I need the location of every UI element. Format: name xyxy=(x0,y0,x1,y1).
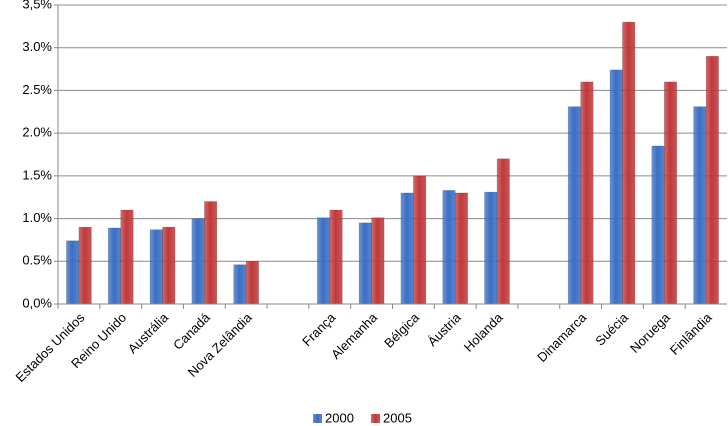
bar xyxy=(705,56,719,305)
x-tick-label: Finlândia xyxy=(667,309,715,357)
x-tick-label: Estados Unidos xyxy=(12,310,87,385)
bar xyxy=(245,261,259,305)
bar xyxy=(233,264,247,305)
legend-swatch xyxy=(371,414,380,423)
y-tick-label: 3,5% xyxy=(22,0,52,11)
y-tick-label: 2.5% xyxy=(22,82,52,97)
bar xyxy=(358,222,372,305)
legend-label: 2000 xyxy=(325,410,354,425)
y-tick-label: 0,0% xyxy=(22,295,52,310)
x-tick-label: Holanda xyxy=(461,309,506,354)
y-tick-label: 1.0% xyxy=(22,210,52,225)
bar xyxy=(371,217,385,305)
bar xyxy=(78,226,92,305)
bar xyxy=(400,192,414,305)
bar xyxy=(454,192,468,305)
x-tick-label: Suécia xyxy=(592,309,631,348)
bar xyxy=(107,227,121,305)
bar xyxy=(693,106,707,305)
bar xyxy=(317,217,331,305)
bar xyxy=(162,226,176,305)
legend-swatch xyxy=(313,414,322,423)
x-tick-label: Bélgica xyxy=(381,309,422,350)
bar xyxy=(204,201,218,305)
bar xyxy=(120,209,134,305)
bar xyxy=(66,240,80,305)
x-tick-label: Noruega xyxy=(627,309,673,355)
bar xyxy=(567,106,581,305)
bar xyxy=(651,145,665,305)
x-tick-label: Austrália xyxy=(125,309,172,356)
x-tick-label: Dinamarca xyxy=(534,309,590,365)
y-tick-label: 2.0% xyxy=(22,125,52,140)
x-tick-label: Áustria xyxy=(425,309,465,349)
bar xyxy=(484,191,498,305)
x-tick-label: Alemanha xyxy=(328,309,381,362)
bar xyxy=(580,81,594,305)
y-tick-label: 1.5% xyxy=(22,167,52,182)
bar xyxy=(191,218,205,305)
bar xyxy=(442,190,456,305)
bar xyxy=(609,69,623,305)
bar xyxy=(664,81,678,305)
x-tick-label: França xyxy=(299,309,339,349)
y-tick-label: 3.0% xyxy=(22,39,52,54)
legend-label: 2005 xyxy=(383,410,412,425)
y-tick-label: 0.5% xyxy=(22,253,52,268)
bar xyxy=(413,175,427,305)
bar xyxy=(329,209,343,305)
bar xyxy=(622,21,636,305)
bar xyxy=(149,229,163,305)
bar xyxy=(496,158,510,305)
